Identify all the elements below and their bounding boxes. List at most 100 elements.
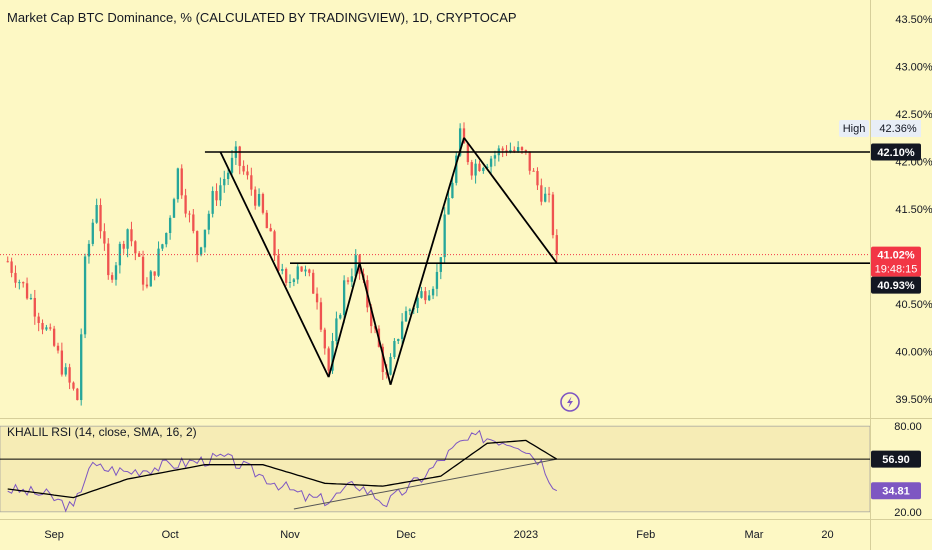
axis-tags: 42.10% 41.02% 19:48:15 40.93% 56.90 34.81 bbox=[871, 143, 921, 500]
candle bbox=[296, 263, 299, 284]
candle bbox=[76, 387, 79, 401]
rsi-axis[interactable]: 80.00 20.00 bbox=[894, 421, 922, 519]
candle bbox=[478, 160, 481, 172]
candle bbox=[230, 150, 234, 178]
candle bbox=[339, 313, 342, 320]
candle bbox=[250, 167, 253, 196]
candle bbox=[18, 279, 21, 290]
svg-text:19:48:15: 19:48:15 bbox=[875, 264, 918, 276]
candle bbox=[246, 164, 249, 180]
candle bbox=[157, 241, 160, 277]
pattern-line[interactable] bbox=[219, 151, 330, 378]
candle bbox=[91, 218, 94, 247]
candle bbox=[192, 208, 195, 234]
candle bbox=[474, 159, 477, 184]
rsi-ma-tag: 56.90 bbox=[871, 450, 921, 468]
pattern-line[interactable] bbox=[358, 262, 392, 385]
candle bbox=[489, 155, 493, 174]
candle bbox=[68, 363, 71, 390]
candle bbox=[404, 306, 408, 322]
candle bbox=[207, 210, 210, 235]
candle bbox=[153, 271, 156, 281]
candlestick-series bbox=[6, 122, 558, 406]
candle bbox=[327, 346, 330, 377]
candle bbox=[219, 177, 222, 207]
candle bbox=[540, 178, 543, 206]
price-tick-label: 41.50% bbox=[895, 204, 932, 216]
candle bbox=[211, 186, 214, 218]
current-price-tag: 41.02% 19:48:15 bbox=[871, 246, 921, 277]
rsi-series bbox=[0, 429, 870, 513]
candle bbox=[323, 327, 326, 355]
candle bbox=[315, 287, 319, 310]
candle bbox=[431, 286, 435, 300]
time-tick-label: Feb bbox=[636, 529, 655, 541]
candle bbox=[544, 187, 547, 203]
high-badge-box bbox=[839, 120, 869, 137]
time-tick-label: Mar bbox=[745, 529, 764, 541]
candle bbox=[99, 198, 102, 239]
candle bbox=[516, 141, 520, 153]
candle bbox=[265, 210, 268, 229]
high-value: 42.36% bbox=[879, 123, 917, 135]
candle bbox=[455, 152, 458, 186]
rsi-band bbox=[0, 425, 871, 513]
candle bbox=[83, 253, 87, 339]
time-tick-label: Dec bbox=[396, 529, 416, 541]
candle bbox=[134, 240, 137, 261]
candle bbox=[118, 241, 122, 274]
rsi-tick-label: 20.00 bbox=[894, 507, 922, 519]
candle bbox=[284, 267, 288, 286]
candle bbox=[273, 229, 276, 262]
candle bbox=[254, 186, 257, 210]
candle bbox=[261, 192, 265, 215]
candle bbox=[49, 323, 52, 331]
candle bbox=[397, 338, 400, 345]
candle bbox=[335, 311, 338, 345]
time-axis[interactable]: Sep Oct Nov Dec 2023 Feb Mar 20 bbox=[44, 529, 833, 541]
svg-text:41.02%: 41.02% bbox=[877, 250, 915, 262]
candle bbox=[149, 269, 152, 287]
high-badge: High 42.36% bbox=[839, 120, 921, 137]
time-tick-label: Nov bbox=[280, 529, 300, 541]
horizontal-levels[interactable] bbox=[204, 151, 870, 264]
pattern-line[interactable] bbox=[389, 137, 465, 386]
price-axis[interactable]: 43.50%43.00%42.50%42.00%41.50%40.50%40.0… bbox=[895, 14, 932, 406]
candle bbox=[451, 177, 454, 199]
candle bbox=[389, 353, 392, 376]
candle bbox=[161, 243, 164, 252]
candle bbox=[536, 167, 539, 191]
candle bbox=[439, 257, 442, 280]
candle bbox=[408, 308, 412, 316]
rsi-indicator-label[interactable]: KHALIL RSI (14, close, SMA, 16, 2) bbox=[7, 425, 197, 439]
price-pane[interactable] bbox=[0, 0, 870, 418]
candle bbox=[532, 168, 535, 172]
candle bbox=[269, 223, 272, 232]
price-tick-label: 42.50% bbox=[895, 109, 932, 121]
price-tick-label: 40.00% bbox=[895, 347, 932, 359]
pattern-line[interactable] bbox=[327, 262, 361, 378]
rsi-trendline[interactable] bbox=[293, 458, 557, 510]
candle bbox=[292, 278, 296, 287]
candle bbox=[281, 263, 284, 275]
candle bbox=[304, 265, 307, 277]
candle bbox=[381, 343, 384, 380]
candle bbox=[56, 342, 60, 354]
candle bbox=[257, 188, 261, 208]
rsi-tick-label: 80.00 bbox=[894, 421, 922, 433]
candle bbox=[45, 324, 48, 331]
pattern-line[interactable] bbox=[463, 137, 558, 264]
candle bbox=[29, 293, 33, 300]
pattern-drawing[interactable] bbox=[219, 137, 558, 386]
svg-text:56.90: 56.90 bbox=[882, 454, 910, 466]
candle bbox=[95, 198, 98, 224]
lightning-icon[interactable] bbox=[560, 392, 580, 412]
candle bbox=[145, 277, 149, 289]
level-bottom-tag: 40.93% bbox=[871, 276, 921, 294]
candle bbox=[400, 313, 404, 347]
candle bbox=[226, 168, 230, 186]
candle bbox=[447, 190, 450, 215]
rsi-value-tag: 34.81 bbox=[871, 482, 921, 500]
candle bbox=[180, 164, 183, 199]
